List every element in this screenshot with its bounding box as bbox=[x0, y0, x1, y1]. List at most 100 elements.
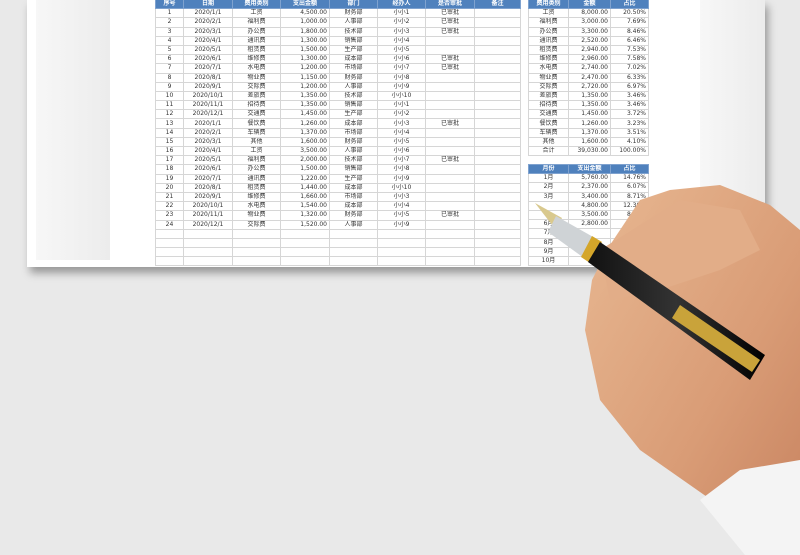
table-cell[interactable] bbox=[474, 109, 521, 120]
empty-cell[interactable] bbox=[474, 247, 521, 258]
table-cell[interactable] bbox=[474, 90, 521, 102]
table-cell[interactable]: 小小2 bbox=[377, 109, 426, 120]
table-cell[interactable]: 12.30% bbox=[610, 200, 649, 211]
empty-cell[interactable] bbox=[183, 247, 233, 258]
column-header[interactable]: 支出金额 bbox=[568, 163, 611, 175]
table-cell[interactable]: 1,370.00 bbox=[568, 127, 611, 138]
table-cell[interactable]: 1,350.00 bbox=[568, 90, 611, 102]
table-cell[interactable]: 2020/8/1 bbox=[183, 182, 233, 193]
table-cell[interactable]: 3.72% bbox=[610, 109, 649, 120]
table-cell[interactable] bbox=[474, 182, 521, 193]
table-cell[interactable]: 市场部 bbox=[329, 191, 378, 203]
table-cell[interactable]: 生产部 bbox=[329, 173, 378, 184]
empty-cell[interactable] bbox=[155, 228, 184, 239]
table-cell[interactable]: 19 bbox=[155, 173, 184, 184]
table-cell[interactable]: 7 bbox=[155, 63, 184, 74]
empty-cell[interactable] bbox=[329, 247, 378, 258]
table-cell[interactable]: 15 bbox=[155, 136, 184, 148]
table-cell[interactable] bbox=[474, 100, 521, 111]
table-cell[interactable]: 技术部 bbox=[329, 90, 378, 102]
empty-cell[interactable] bbox=[329, 237, 378, 249]
table-cell[interactable]: 交通费 bbox=[528, 109, 569, 120]
table-cell[interactable]: 1,500.00 bbox=[280, 164, 330, 175]
table-cell[interactable]: 1月 bbox=[528, 173, 569, 184]
table-cell[interactable]: 7月 bbox=[528, 228, 569, 239]
column-header[interactable]: 占比 bbox=[610, 163, 649, 175]
column-header[interactable]: 月份 bbox=[528, 163, 569, 175]
table-cell[interactable]: 小小8 bbox=[377, 72, 426, 83]
table-cell[interactable]: 维修费 bbox=[232, 191, 281, 203]
table-cell[interactable]: 6.33% bbox=[610, 72, 649, 83]
table-cell[interactable]: 人事部 bbox=[329, 81, 378, 92]
table-cell[interactable]: 1,350.00 bbox=[568, 100, 611, 111]
table-cell[interactable] bbox=[474, 145, 521, 157]
empty-cell[interactable] bbox=[232, 247, 281, 258]
table-cell[interactable] bbox=[425, 173, 475, 184]
table-cell[interactable]: 8月 bbox=[528, 237, 569, 248]
table-cell[interactable]: 工资 bbox=[528, 8, 569, 19]
empty-cell[interactable] bbox=[377, 247, 426, 258]
table-cell[interactable]: 合计 bbox=[528, 145, 569, 157]
empty-cell[interactable] bbox=[183, 228, 233, 239]
table-cell[interactable]: 招待费 bbox=[528, 100, 569, 111]
empty-cell[interactable] bbox=[474, 256, 521, 267]
table-cell[interactable]: 财务部 bbox=[329, 136, 378, 148]
table-cell[interactable] bbox=[425, 127, 475, 138]
table-cell[interactable]: 22 bbox=[155, 201, 184, 212]
table-cell[interactable] bbox=[425, 44, 475, 56]
table-cell[interactable]: 2020/8/1 bbox=[183, 72, 233, 83]
table-cell[interactable]: 2020/2/1 bbox=[183, 17, 233, 28]
table-cell[interactable]: 2020/10/1 bbox=[183, 201, 233, 212]
table-cell[interactable]: 小小10 bbox=[377, 182, 426, 193]
table-cell[interactable]: 小小5 bbox=[377, 210, 426, 221]
table-cell[interactable]: 已审批 bbox=[425, 26, 475, 37]
table-cell[interactable]: 3.46% bbox=[610, 100, 649, 111]
table-cell[interactable]: 11 bbox=[155, 100, 184, 111]
table-cell[interactable]: 招待费 bbox=[232, 100, 281, 111]
table-cell[interactable]: 12 bbox=[155, 109, 184, 120]
table-cell[interactable]: 18 bbox=[155, 164, 184, 175]
table-cell[interactable]: 其他 bbox=[528, 136, 569, 148]
table-cell[interactable] bbox=[528, 200, 569, 211]
table-cell[interactable]: 5,760.00 bbox=[568, 173, 611, 184]
table-cell[interactable]: 财务部 bbox=[329, 8, 378, 19]
table-cell[interactable]: 小小4 bbox=[377, 127, 426, 138]
table-cell[interactable]: 技术部 bbox=[329, 155, 378, 166]
table-cell[interactable]: 2020/4/1 bbox=[183, 35, 233, 46]
table-cell[interactable]: 4,500.00 bbox=[280, 8, 330, 19]
table-cell[interactable]: 小小6 bbox=[377, 54, 426, 65]
table-cell[interactable]: 2,470.00 bbox=[568, 72, 611, 83]
empty-cell[interactable] bbox=[232, 256, 281, 267]
empty-cell[interactable] bbox=[425, 228, 475, 239]
table-cell[interactable]: 餐饮费 bbox=[232, 118, 281, 129]
table-cell[interactable]: 物业费 bbox=[232, 72, 281, 83]
table-cell[interactable] bbox=[425, 191, 475, 203]
table-cell[interactable]: 3 bbox=[155, 26, 184, 37]
table-cell[interactable]: 2020/11/1 bbox=[183, 210, 233, 221]
column-header[interactable]: 是否审批 bbox=[425, 0, 475, 10]
table-cell[interactable]: 3,400.00 bbox=[568, 191, 611, 202]
table-cell[interactable]: 6.07% bbox=[610, 182, 649, 193]
empty-cell[interactable] bbox=[280, 256, 330, 267]
empty-cell[interactable] bbox=[329, 228, 378, 239]
table-cell[interactable]: 2,000.00 bbox=[280, 155, 330, 166]
table-cell[interactable]: 2,370.00 bbox=[568, 182, 611, 193]
table-cell[interactable]: 21 bbox=[155, 191, 184, 203]
table-cell[interactable]: 2,740.00 bbox=[568, 63, 611, 74]
table-cell[interactable] bbox=[425, 72, 475, 83]
table-cell[interactable] bbox=[474, 136, 521, 148]
table-cell[interactable]: 7.53% bbox=[610, 44, 649, 56]
table-cell[interactable]: 3.23% bbox=[610, 118, 649, 129]
table-cell[interactable]: 小小3 bbox=[377, 26, 426, 37]
table-cell[interactable]: 1,660.00 bbox=[280, 191, 330, 203]
table-cell[interactable]: 1,440.00 bbox=[280, 182, 330, 193]
table-cell[interactable]: 已审批 bbox=[425, 63, 475, 74]
table-cell[interactable]: 2020/11/1 bbox=[183, 100, 233, 111]
table-cell[interactable]: 1,350.00 bbox=[280, 100, 330, 111]
table-cell[interactable] bbox=[425, 136, 475, 148]
table-cell[interactable]: 工资 bbox=[232, 8, 281, 19]
table-cell[interactable] bbox=[425, 35, 475, 46]
empty-cell[interactable] bbox=[232, 237, 281, 249]
table-cell[interactable]: 通讯费 bbox=[528, 35, 569, 46]
table-cell[interactable]: 3,500.00 bbox=[568, 209, 611, 221]
